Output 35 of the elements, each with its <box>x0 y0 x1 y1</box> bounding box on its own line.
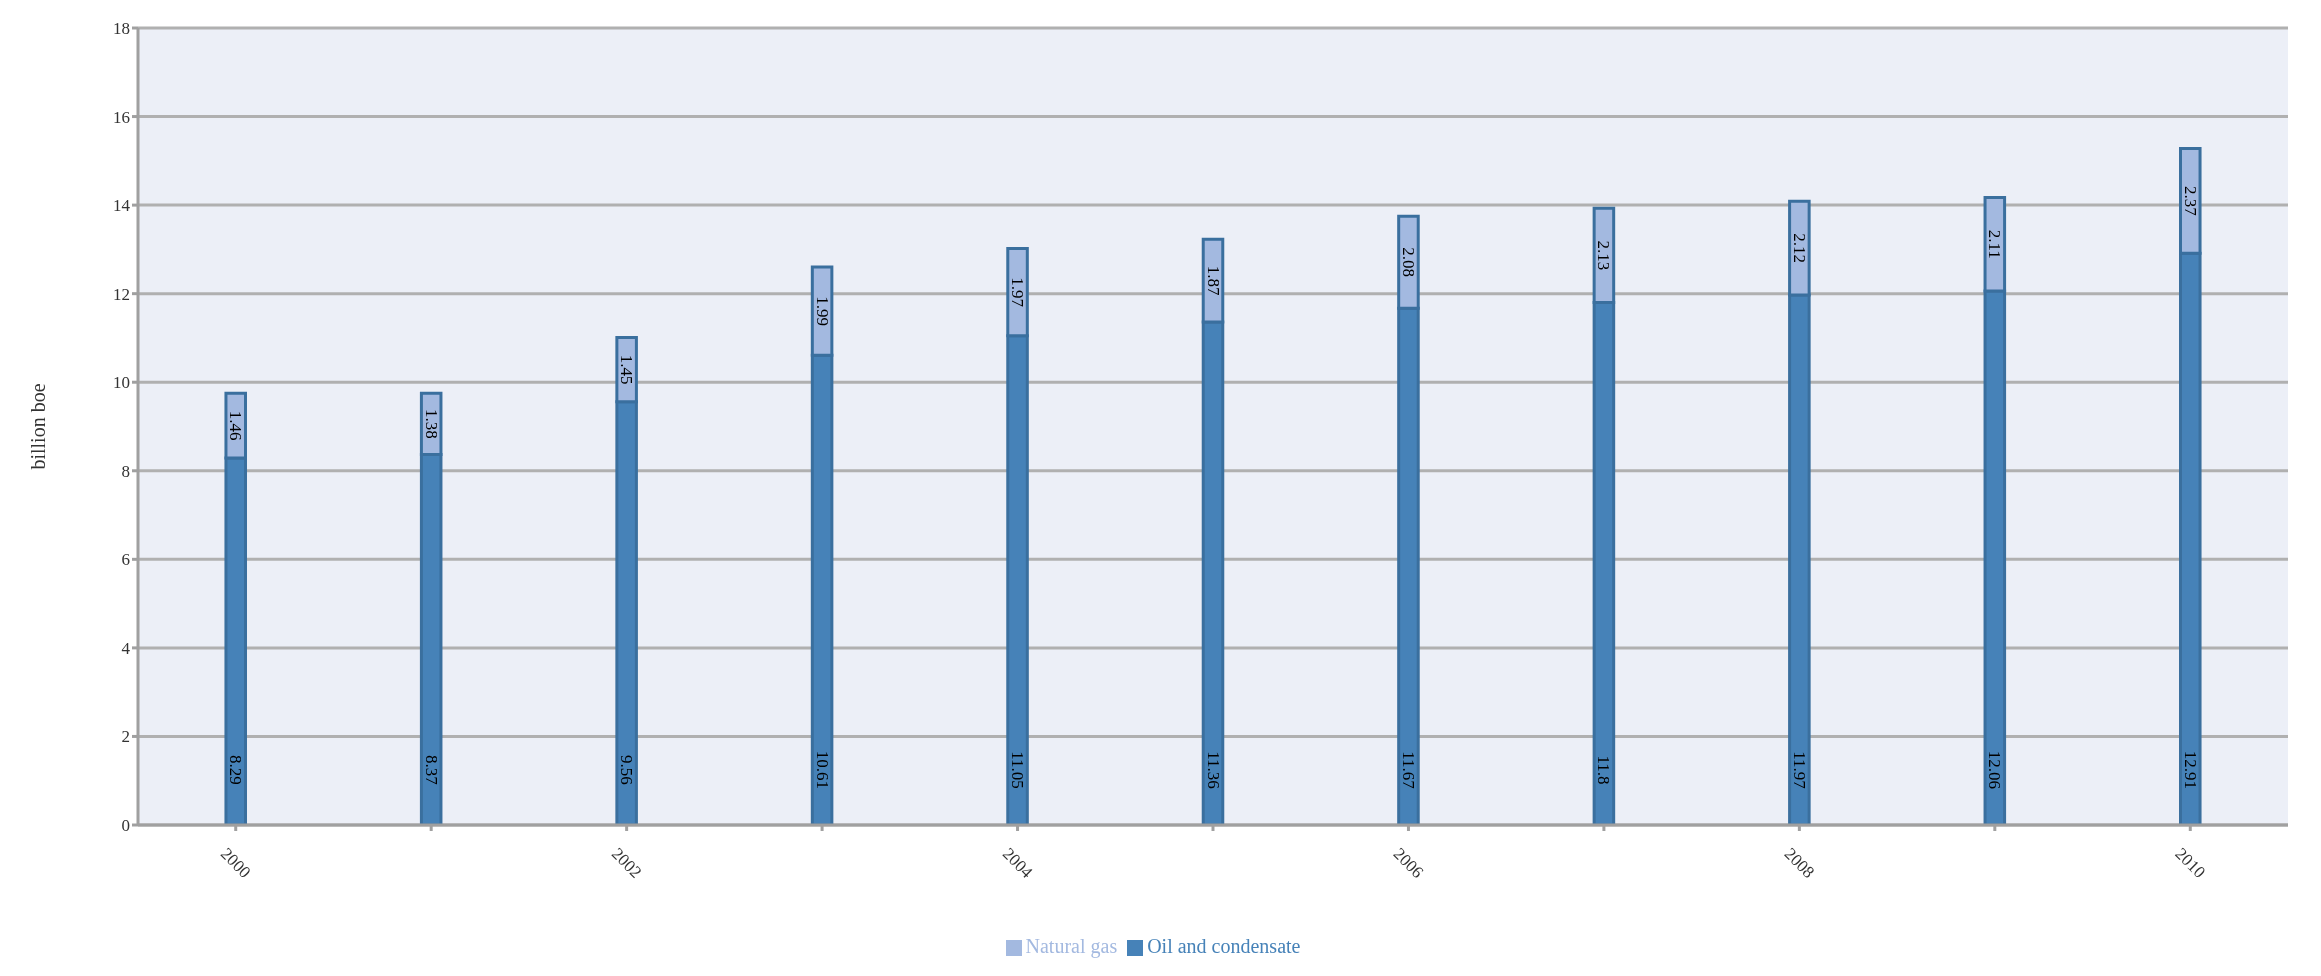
data-label: 11.67 <box>1398 751 1418 790</box>
y-tick-label: 18 <box>113 19 130 39</box>
y-axis-title: billion boe <box>27 383 50 470</box>
data-label: 2.13 <box>1594 240 1614 271</box>
y-tick-label: 8 <box>121 461 130 481</box>
y-tick-label: 14 <box>113 196 131 216</box>
data-label: 8.37 <box>421 755 441 786</box>
data-label: 2.12 <box>1789 233 1809 263</box>
legend-label: Oil and condensate <box>1147 935 1301 957</box>
data-label: 2.37 <box>2180 186 2200 217</box>
data-label: 11.36 <box>1203 751 1223 789</box>
data-label: 12.06 <box>1985 750 2005 790</box>
data-label: 2.11 <box>1985 229 2005 259</box>
data-label: 11.05 <box>1008 751 1028 789</box>
data-label: 11.8 <box>1594 755 1614 785</box>
y-tick-label: 6 <box>121 550 130 570</box>
data-label: 8.29 <box>226 755 246 785</box>
y-tick-label: 4 <box>121 638 131 658</box>
legend-label: Natural gas <box>1025 935 1118 957</box>
data-label: 12.91 <box>2180 750 2200 790</box>
data-label: 9.56 <box>617 755 637 785</box>
y-tick-label: 10 <box>113 373 130 393</box>
data-label: 1.46 <box>226 410 246 441</box>
data-label: 1.45 <box>617 354 637 385</box>
data-label: 1.97 <box>1008 277 1028 308</box>
data-label: 10.61 <box>812 750 832 790</box>
data-label: 2.08 <box>1398 247 1418 278</box>
data-label: 11.97 <box>1789 751 1809 790</box>
data-label: 1.87 <box>1203 265 1223 296</box>
y-tick-label: 0 <box>121 816 130 836</box>
y-tick-label: 16 <box>113 107 130 127</box>
y-tick-label: 2 <box>121 727 130 747</box>
data-label: 1.38 <box>421 408 441 439</box>
y-tick-label: 12 <box>113 284 130 304</box>
data-label: 1.99 <box>812 296 832 327</box>
